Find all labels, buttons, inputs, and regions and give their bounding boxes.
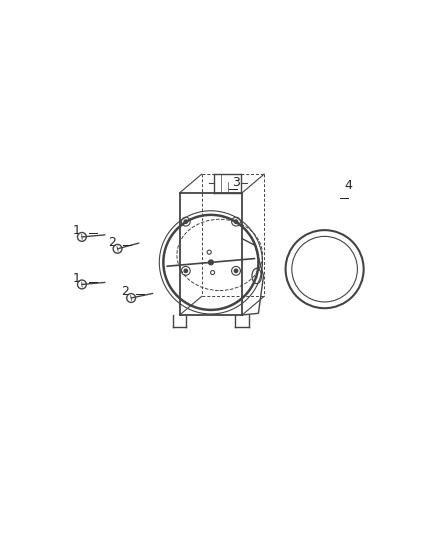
Circle shape [234,269,238,272]
Circle shape [234,220,238,223]
Text: 1: 1 [73,224,81,237]
Text: 2: 2 [109,236,117,249]
Text: ı: ı [256,273,258,279]
Text: 4: 4 [344,180,352,192]
Text: 1: 1 [73,272,81,285]
Circle shape [184,269,187,272]
Circle shape [184,220,187,223]
Text: 3: 3 [233,176,240,189]
Text: 2: 2 [121,285,129,298]
Circle shape [208,260,213,265]
